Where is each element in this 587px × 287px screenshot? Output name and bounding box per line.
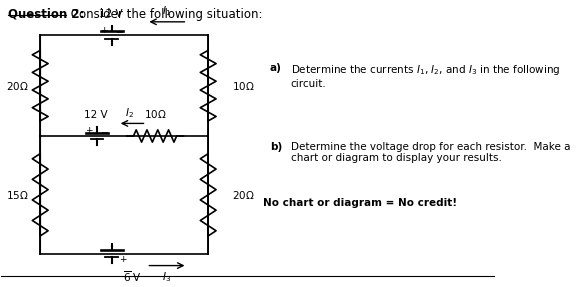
Text: $I_3$: $I_3$ xyxy=(162,270,171,284)
Text: b): b) xyxy=(270,141,282,152)
Text: Consider the following situation:: Consider the following situation: xyxy=(68,8,263,21)
Text: a): a) xyxy=(270,63,282,73)
Text: $-$: $-$ xyxy=(100,127,108,135)
Text: Determine the voltage drop for each resistor.  Make a
chart or diagram to displa: Determine the voltage drop for each resi… xyxy=(291,141,570,163)
Text: 15$\Omega$: 15$\Omega$ xyxy=(6,189,29,201)
Text: 10$\Omega$: 10$\Omega$ xyxy=(143,108,166,120)
Text: $I_2$: $I_2$ xyxy=(124,106,134,120)
Text: Determine the currents $I_1$, $I_2$, and $I_3$ in the following
circuit.: Determine the currents $I_1$, $I_2$, and… xyxy=(291,63,560,89)
Text: +: + xyxy=(119,255,126,264)
Text: 20$\Omega$: 20$\Omega$ xyxy=(6,79,29,92)
Text: +: + xyxy=(85,127,93,135)
Text: $I_1$: $I_1$ xyxy=(162,4,171,18)
Text: Question 2:: Question 2: xyxy=(8,8,85,21)
Text: $\overline{6}$ V: $\overline{6}$ V xyxy=(123,269,141,284)
Text: $-$: $-$ xyxy=(115,26,124,35)
Text: No chart or diagram = No credit!: No chart or diagram = No credit! xyxy=(262,197,457,208)
Text: 12 V: 12 V xyxy=(84,110,108,120)
Text: +: + xyxy=(100,26,107,35)
Text: 10$\Omega$: 10$\Omega$ xyxy=(232,79,255,92)
Text: 12 V: 12 V xyxy=(99,9,122,19)
Text: 20$\Omega$: 20$\Omega$ xyxy=(232,189,255,201)
